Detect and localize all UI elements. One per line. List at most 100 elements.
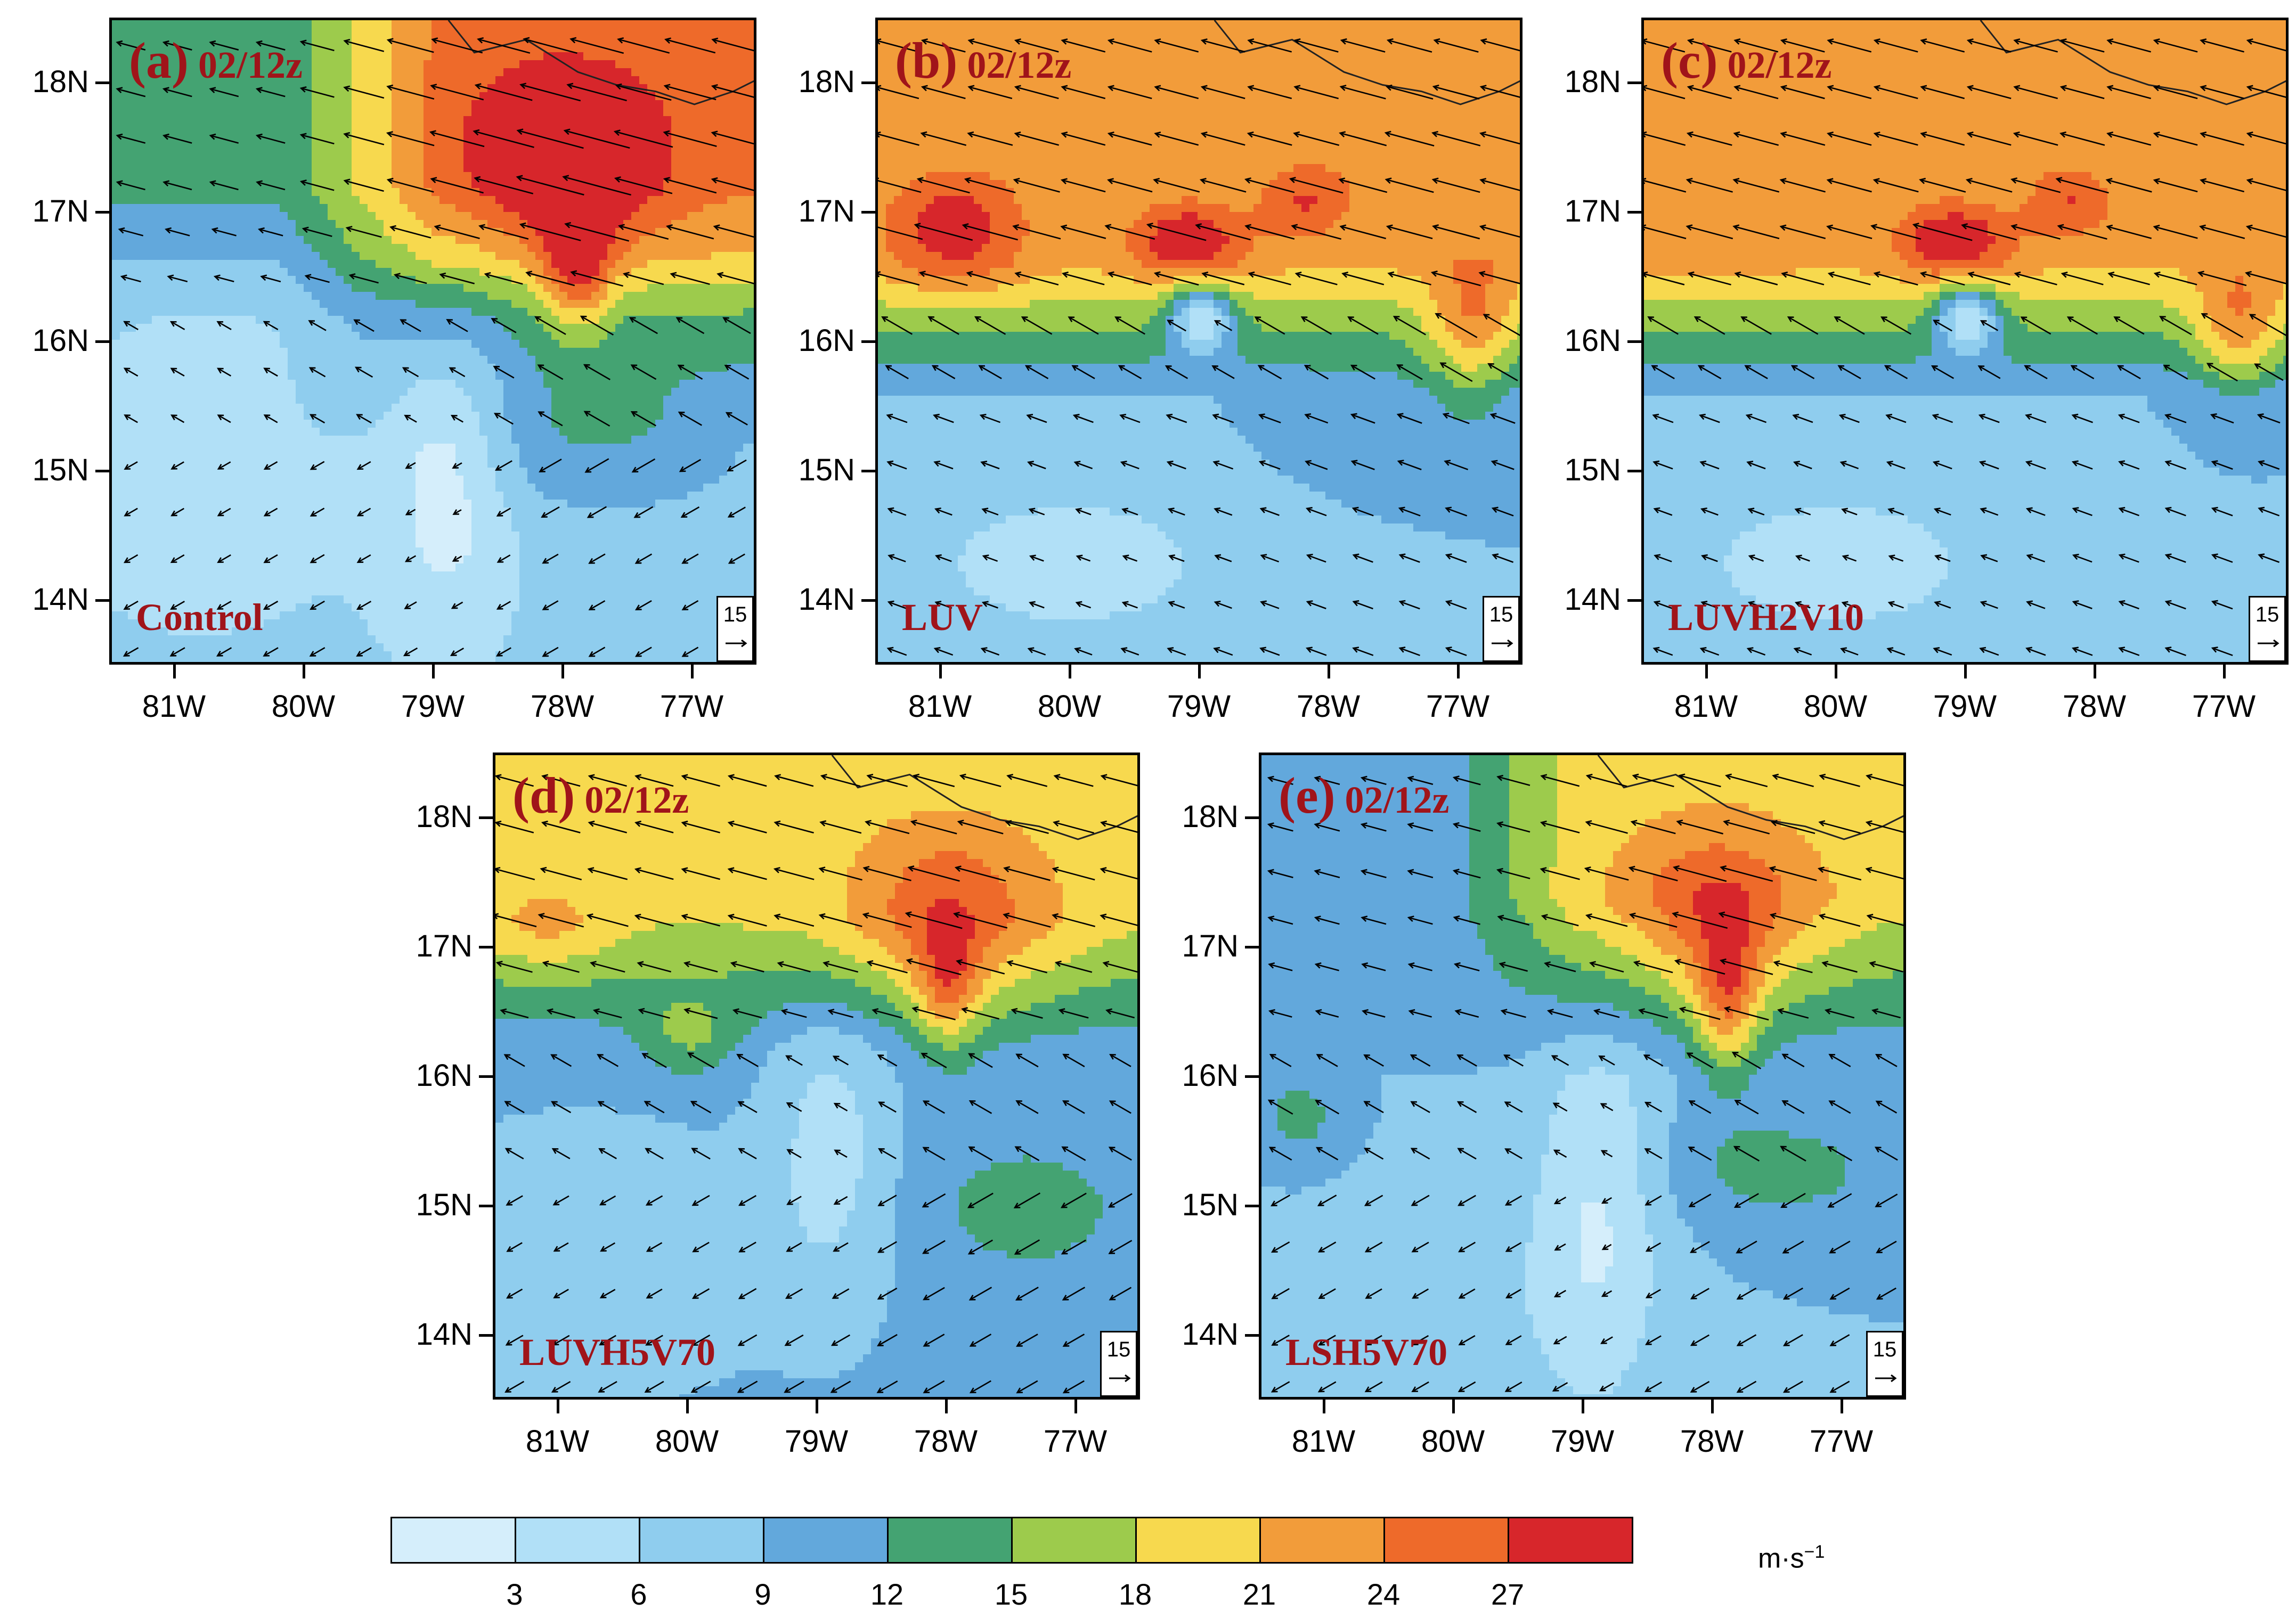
- reference-vector: 15: [2249, 596, 2286, 662]
- panel-title: (b)02/12z: [895, 35, 1071, 86]
- lat-tick-mark: [1627, 470, 1641, 472]
- lat-tick-label: 15N: [403, 1190, 473, 1221]
- lon-tick-mark: [303, 665, 305, 678]
- lon-tick-mark: [1835, 665, 1837, 678]
- lat-tick-mark: [1245, 1334, 1259, 1337]
- lat-tick-mark: [1245, 1205, 1259, 1207]
- lat-tick-label: 17N: [403, 931, 473, 962]
- lon-tick-label: 79W: [1540, 1426, 1625, 1457]
- lon-tick-mark: [939, 665, 942, 678]
- reference-vector-value: 15: [1102, 1338, 1136, 1362]
- lat-tick-mark: [861, 470, 875, 472]
- lon-tick-mark: [686, 1400, 689, 1413]
- lat-tick-label: 15N: [786, 455, 855, 486]
- panel-letter: (a): [129, 32, 189, 89]
- lon-tick-label: 80W: [1793, 691, 1878, 722]
- experiment-label: LSH5V70: [1285, 1333, 1447, 1371]
- panel-title: (d)02/12z: [512, 770, 689, 821]
- lat-tick-mark: [479, 816, 493, 819]
- reference-arrow-icon: [724, 638, 748, 649]
- experiment-label: LUVH5V70: [519, 1333, 715, 1371]
- colorbar-units: m·s−1: [1758, 1542, 1825, 1574]
- lat-tick-mark: [95, 470, 109, 472]
- lat-tick-label: 14N: [20, 584, 89, 615]
- panel-time: 02/12z: [1345, 779, 1450, 821]
- colorbar-label: 21: [1233, 1580, 1286, 1609]
- panel-letter: (b): [895, 32, 957, 89]
- lon-tick-label: 78W: [1286, 691, 1371, 722]
- lon-tick-label: 77W: [1033, 1426, 1118, 1457]
- panel-time: 02/12z: [967, 44, 1071, 86]
- lon-tick-mark: [557, 1400, 559, 1413]
- lat-tick-mark: [479, 1334, 493, 1337]
- lat-tick-mark: [1245, 1075, 1259, 1078]
- lat-tick-label: 16N: [786, 325, 855, 356]
- lon-tick-label: 81W: [1281, 1426, 1366, 1457]
- lon-tick-label: 81W: [1664, 691, 1749, 722]
- panel-time: 02/12z: [198, 44, 303, 86]
- lon-tick-mark: [2223, 665, 2226, 678]
- colorbar-swatch: [1508, 1517, 1633, 1564]
- lon-tick-mark: [1582, 1400, 1584, 1413]
- colorbar-swatch: [1383, 1517, 1509, 1564]
- lon-tick-mark: [1323, 1400, 1325, 1413]
- lat-tick-mark: [95, 81, 109, 84]
- reference-vector: 15: [1100, 1331, 1137, 1397]
- lat-tick-mark: [479, 946, 493, 948]
- lon-tick-label: 77W: [649, 691, 735, 722]
- lat-tick-label: 17N: [786, 196, 855, 227]
- lon-tick-mark: [561, 665, 564, 678]
- colorbar-label: 9: [736, 1580, 789, 1609]
- lon-tick-label: 80W: [1411, 1426, 1496, 1457]
- lon-tick-mark: [432, 665, 435, 678]
- lon-tick-label: 78W: [2052, 691, 2137, 722]
- lon-tick-mark: [1074, 1400, 1077, 1413]
- lon-tick-label: 78W: [520, 691, 605, 722]
- lon-tick-label: 81W: [898, 691, 983, 722]
- lon-tick-mark: [816, 1400, 818, 1413]
- experiment-label: LUV: [902, 598, 983, 636]
- lon-tick-label: 80W: [1027, 691, 1112, 722]
- lat-tick-label: 14N: [786, 584, 855, 615]
- lat-tick-label: 18N: [403, 802, 473, 832]
- lat-tick-mark: [1245, 816, 1259, 819]
- colorbar-swatch: [1011, 1517, 1137, 1564]
- panel-title: (c)02/12z: [1661, 35, 1832, 86]
- reference-vector-value: 15: [1868, 1338, 1902, 1362]
- lat-tick-mark: [1627, 599, 1641, 602]
- lon-tick-mark: [691, 665, 694, 678]
- lat-tick-mark: [1627, 340, 1641, 343]
- colorbar-swatch: [639, 1517, 764, 1564]
- colorbar-swatch: [887, 1517, 1013, 1564]
- reference-vector: 15: [1483, 596, 1520, 662]
- lon-tick-label: 79W: [1923, 691, 2008, 722]
- reference-arrow-icon: [1491, 638, 1514, 649]
- colorbar-label: 24: [1357, 1580, 1410, 1609]
- lat-tick-label: 16N: [403, 1060, 473, 1091]
- lon-tick-label: 79W: [774, 1426, 859, 1457]
- colorbar-label: 15: [984, 1580, 1038, 1609]
- colorbar-label: 6: [612, 1580, 665, 1609]
- lon-tick-mark: [1198, 665, 1201, 678]
- lat-tick-label: 15N: [20, 455, 89, 486]
- wind-speed-field: [1261, 755, 1906, 1400]
- colorbar-swatch: [763, 1517, 889, 1564]
- lat-tick-label: 15N: [1169, 1190, 1239, 1221]
- lon-tick-mark: [1705, 665, 1708, 678]
- lat-tick-mark: [861, 599, 875, 602]
- colorbar-label: 27: [1481, 1580, 1534, 1609]
- lat-tick-label: 15N: [1552, 455, 1621, 486]
- lat-tick-label: 16N: [1552, 325, 1621, 356]
- reference-vector: 15: [717, 596, 754, 662]
- lon-tick-label: 81W: [515, 1426, 600, 1457]
- map-panel-b: (b)02/12z LUV 15: [875, 18, 1522, 665]
- colorbar-swatch: [1135, 1517, 1261, 1564]
- lon-tick-label: 81W: [132, 691, 217, 722]
- lat-tick-label: 14N: [1169, 1319, 1239, 1350]
- lat-tick-label: 14N: [1552, 584, 1621, 615]
- lat-tick-mark: [95, 211, 109, 214]
